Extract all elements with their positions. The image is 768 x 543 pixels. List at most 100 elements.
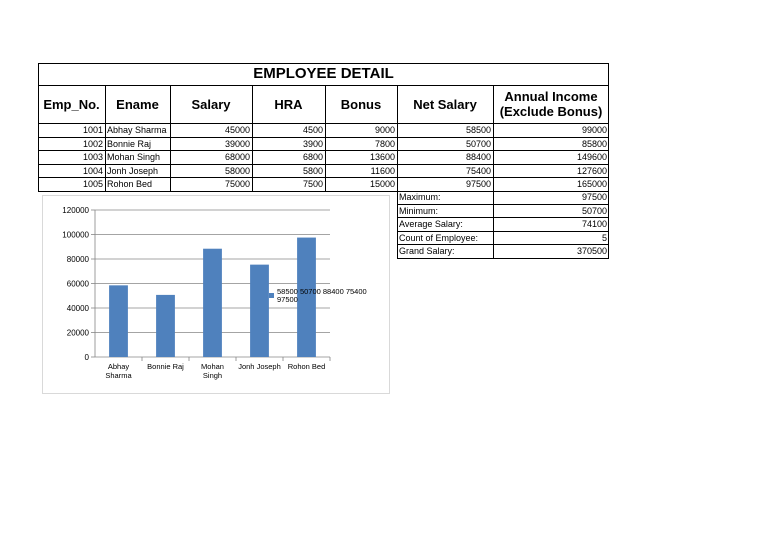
x-tick-label: Abhay	[108, 362, 130, 371]
header-salary: Salary	[191, 96, 231, 112]
summary-table: Maximum: 97500 Minimum: 50700 Average Salary…	[397, 191, 609, 259]
cell-salary: 75000	[224, 179, 250, 189]
grid-line	[38, 123, 609, 124]
grid-line	[38, 85, 609, 86]
header-bonus: Bonus	[340, 96, 382, 112]
cell-net: 58500	[465, 125, 491, 135]
grid-line	[397, 257, 609, 259]
y-tick-label: 20000	[67, 329, 90, 338]
grid-line	[608, 191, 609, 259]
y-tick-label: 80000	[67, 255, 90, 264]
summary-value: 74100	[581, 219, 607, 229]
cell-annual: 165000	[576, 179, 607, 189]
cell-net: 88400	[465, 152, 491, 162]
chart-frame	[42, 195, 390, 394]
y-tick-label: 40000	[67, 304, 90, 313]
summary-label: Minimum:	[399, 205, 439, 216]
cell-bonus: 13600	[369, 152, 395, 162]
x-tick-label: Rohon Bed	[288, 362, 326, 371]
summary-label: Count of Employee:	[399, 232, 479, 243]
x-tick-label: Bonnie Raj	[147, 362, 184, 371]
summary-label: Grand Salary:	[399, 246, 455, 256]
grid-line	[397, 244, 609, 245]
grid-line	[397, 85, 398, 191]
cell-annual: 149600	[576, 152, 607, 162]
cell-ename: Abhay Sharma	[107, 125, 167, 135]
grid-line	[325, 85, 326, 191]
x-tick-label: Mohan	[201, 362, 224, 371]
cell-hra: 6800	[302, 152, 323, 162]
grid-line	[38, 136, 609, 138]
grid-line	[38, 150, 609, 151]
grid-line	[608, 63, 609, 191]
cell-bonus: 9000	[374, 125, 395, 135]
grid-line	[105, 85, 106, 191]
legend-label: 58500 50700 88400 75400	[277, 287, 367, 296]
header-emp-no: Emp_No.	[43, 96, 100, 112]
employee-table: EMPLOYEE DETAIL Emp_No. Ename Salary HRA…	[38, 63, 609, 192]
cell-annual: 85800	[581, 138, 607, 149]
summary-value: 97500	[581, 192, 607, 202]
cell-net: 75400	[465, 165, 491, 176]
x-tick-label: Jonh Joseph	[238, 362, 281, 371]
cell-ename: Bonnie Raj	[107, 138, 152, 149]
grid-line	[397, 191, 398, 259]
header-net-salary: Net Salary	[413, 96, 477, 112]
grid-line	[38, 190, 609, 192]
grid-line	[493, 85, 494, 191]
cell-ename: Rohon Bed	[107, 179, 153, 189]
grid-line	[38, 63, 609, 64]
summary-label: Average Salary:	[399, 219, 463, 229]
cell-annual: 127600	[576, 165, 607, 176]
x-tick-label: Singh	[203, 371, 222, 380]
cell-salary: 68000	[224, 152, 250, 162]
header-hra: HRA	[274, 96, 303, 112]
cell-ename: Mohan Singh	[107, 152, 161, 162]
chart-bar	[156, 294, 175, 357]
cell-emp-no: 1005	[82, 179, 103, 189]
summary-value: 370500	[576, 246, 607, 256]
legend-label: 97500	[277, 295, 298, 304]
chart-bar	[109, 285, 128, 357]
cell-hra: 3900	[302, 138, 323, 149]
y-tick-label: 60000	[67, 280, 90, 289]
grid-line	[397, 203, 609, 205]
cell-emp-no: 1002	[82, 138, 103, 149]
grid-line	[38, 63, 39, 191]
summary-value: 50700	[581, 205, 607, 216]
legend-swatch	[269, 293, 274, 298]
grid-line	[252, 85, 253, 191]
summary-label: Maximum:	[399, 192, 441, 202]
cell-salary: 39000	[224, 138, 250, 149]
cell-emp-no: 1001	[82, 125, 103, 135]
grid-line	[38, 163, 609, 165]
y-tick-label: 0	[85, 353, 90, 362]
table-title: EMPLOYEE DETAIL	[253, 65, 394, 82]
cell-annual: 99000	[581, 125, 607, 135]
grid-line	[397, 230, 609, 232]
cell-hra: 4500	[302, 125, 323, 135]
grid-line	[38, 177, 609, 178]
cell-emp-no: 1003	[82, 152, 103, 162]
chart-bar	[297, 237, 316, 357]
cell-bonus: 11600	[370, 165, 395, 176]
cell-bonus: 15000	[369, 179, 395, 189]
x-tick-label: Sharma	[105, 371, 132, 380]
cell-emp-no: 1004	[82, 165, 103, 176]
cell-net: 97500	[465, 179, 491, 189]
cell-hra: 7500	[302, 179, 323, 189]
grid-line	[170, 85, 171, 191]
cell-salary: 58000	[224, 165, 250, 176]
y-tick-label: 100000	[62, 231, 89, 240]
cell-bonus: 7800	[374, 138, 395, 149]
summary-value: 5	[601, 232, 607, 243]
cell-salary: 45000	[224, 125, 250, 135]
chart-bar	[203, 248, 222, 357]
cell-ename: Jonh Joseph	[107, 165, 159, 176]
chart-bar	[250, 264, 269, 357]
cell-hra: 5800	[302, 165, 323, 176]
grid-line	[397, 217, 609, 218]
cell-net: 50700	[465, 138, 491, 149]
header-annual-income: Annual Income (Exclude Bonus)	[499, 89, 603, 119]
